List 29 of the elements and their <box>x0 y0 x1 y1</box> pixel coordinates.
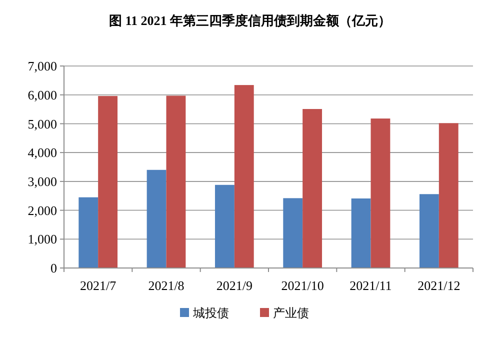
bar <box>370 118 390 268</box>
bar <box>166 96 186 268</box>
chart-title: 图 11 2021 年第三四季度信用债到期金额（亿元） <box>108 13 392 28</box>
bar <box>419 194 439 268</box>
legend-label: 产业债 <box>273 306 309 320</box>
legend-label: 城投债 <box>192 306 229 320</box>
y-tick-label: 1,000 <box>28 232 57 247</box>
y-tick-label: 3,000 <box>28 174 57 189</box>
bar <box>302 108 322 268</box>
x-tick-label: 2021/12 <box>418 278 460 293</box>
y-tick-label: 7,000 <box>28 58 57 74</box>
y-tick-label: 5,000 <box>28 116 57 132</box>
x-tick-label: 2021/10 <box>281 278 324 293</box>
y-tick-label: 6,000 <box>28 87 57 102</box>
x-tick-label: 2021/7 <box>80 278 117 293</box>
x-tick-label: 2021/9 <box>216 278 252 293</box>
x-tick-label: 2021/11 <box>350 278 392 293</box>
y-tick-label: 4,000 <box>28 145 57 160</box>
x-tick-label: 2021/8 <box>148 278 184 293</box>
bar <box>438 123 458 268</box>
bar <box>283 198 303 268</box>
bar <box>351 198 371 268</box>
y-tick-label: 0 <box>50 260 57 276</box>
bar <box>214 184 234 268</box>
y-tick-label: 2,000 <box>28 202 57 218</box>
bar <box>98 96 118 268</box>
bar <box>234 85 254 268</box>
bar <box>78 197 98 268</box>
bar <box>146 170 166 268</box>
